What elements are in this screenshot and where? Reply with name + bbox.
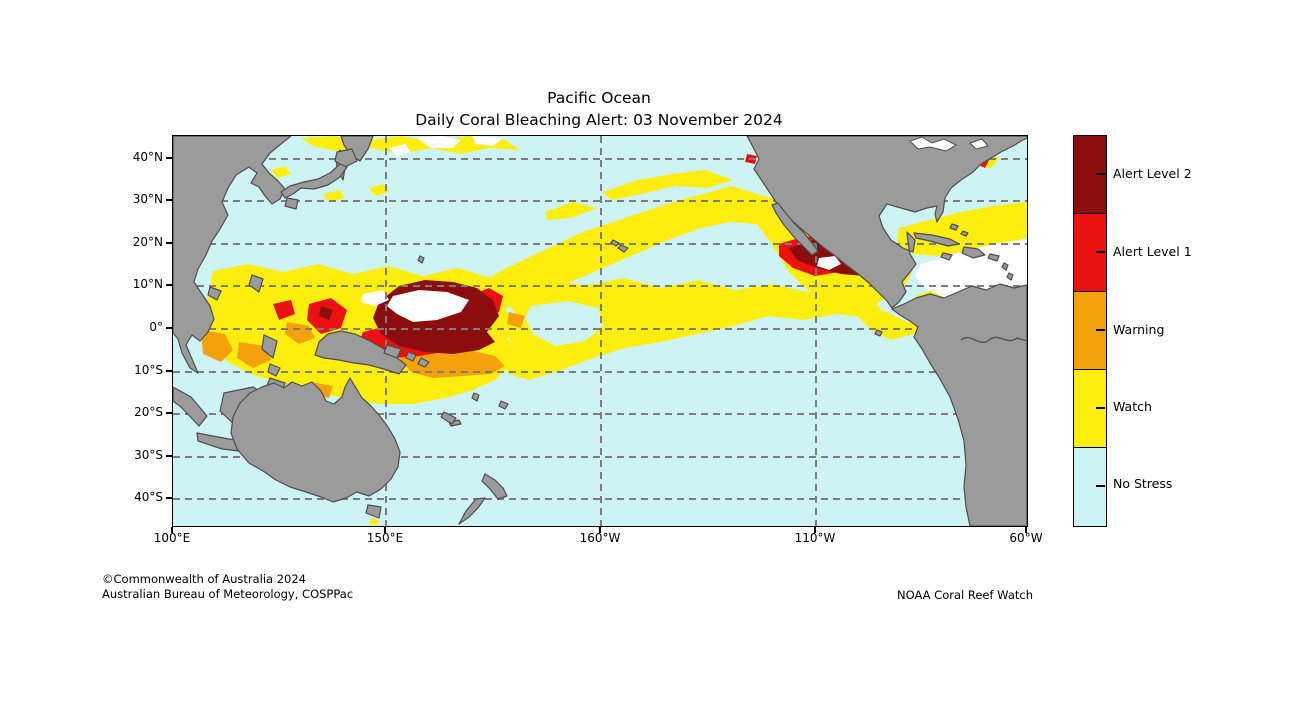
land-cuba: [913, 232, 960, 247]
land-north-america: [746, 136, 1027, 309]
land-new-guinea: [314, 330, 407, 375]
y-tickmark: [166, 157, 172, 159]
land-vanuatu: [471, 392, 480, 402]
y-tick-40n: 40°N: [132, 150, 163, 164]
colorbar-tick: [1096, 485, 1105, 487]
colorbar-segment-alert2: [1074, 136, 1106, 214]
land-hokkaido: [334, 148, 358, 168]
land-lesser-antilles: [1006, 272, 1014, 281]
legend-label-warning: Warning: [1113, 322, 1165, 337]
land-luzon: [261, 334, 278, 359]
legend-label-alert2: Alert Level 2: [1113, 166, 1192, 181]
y-tick-30n: 30°N: [132, 192, 163, 206]
x-tickmark: [384, 527, 386, 533]
y-tick-40s: 40°S: [134, 490, 163, 504]
x-tick-60w: 60°W: [1009, 531, 1043, 545]
land-marianas: [417, 255, 425, 264]
x-tick-110w: 110°W: [794, 531, 836, 545]
river-line: [960, 336, 1027, 343]
land-australia: [230, 377, 401, 503]
great-lakes: [909, 136, 958, 152]
land-solomons: [417, 357, 430, 368]
y-tick-30s: 30°S: [134, 448, 163, 462]
land-sumatra: [173, 386, 208, 427]
land-nz-north-island: [481, 473, 508, 500]
colorbar-tick: [1096, 407, 1105, 409]
alert-level-colorbar: [1073, 135, 1107, 527]
land-hainan: [207, 286, 222, 301]
colorbar-segment-no-stress: [1074, 448, 1106, 526]
x-tick-100e: 100°E: [153, 531, 191, 545]
land-bahamas: [960, 230, 969, 237]
lakes: [909, 136, 989, 152]
y-tick-10n: 10°N: [132, 277, 163, 291]
pacific-ocean-map: [173, 136, 1027, 526]
land-galapagos: [874, 329, 883, 337]
credit-commonwealth: ©Commonwealth of Australia 2024: [102, 572, 307, 586]
land-jamaica: [940, 252, 953, 261]
y-tickmark: [166, 412, 172, 414]
land-new-britain: [383, 344, 402, 359]
land-asia: [173, 136, 292, 374]
x-tick-160w: 160°W: [579, 531, 621, 545]
land-lesser-antilles: [1001, 262, 1009, 271]
y-tick-10s: 10°S: [134, 363, 163, 377]
land-solomons: [405, 351, 417, 362]
x-tickmark: [171, 527, 173, 533]
y-tickmark: [166, 284, 172, 286]
x-tickmark: [1025, 527, 1027, 533]
landmasses: [173, 136, 1027, 526]
land-kamchatka: [340, 136, 374, 162]
colorbar-segment-alert1: [1074, 214, 1106, 292]
y-tickmark: [166, 242, 172, 244]
legend-label-watch: Watch: [1113, 399, 1152, 414]
land-puerto-rico: [987, 253, 1000, 262]
land-hawaii: [617, 244, 629, 253]
y-tick-20s: 20°S: [134, 405, 163, 419]
land-nz-south-island: [458, 497, 486, 525]
land-south-america: [891, 283, 1027, 526]
y-tickmark: [166, 199, 172, 201]
y-tickmark: [166, 497, 172, 499]
map-plot-area: [172, 135, 1028, 527]
y-tickmark: [166, 455, 172, 457]
lake-st-lawrence: [969, 138, 989, 150]
land-baja-california: [771, 202, 819, 256]
land-fiji: [498, 400, 509, 410]
x-tickmark: [814, 527, 816, 533]
y-tick-20n: 20°N: [132, 235, 163, 249]
x-tick-150e: 150°E: [366, 531, 404, 545]
no-stress-gap: [525, 301, 603, 346]
colorbar-segment-watch: [1074, 370, 1106, 448]
map-subtitle: Daily Coral Bleaching Alert: 03 November…: [415, 111, 783, 129]
colorbar-tick: [1096, 173, 1105, 175]
map-title: Pacific Ocean: [547, 89, 651, 107]
y-tick-0: 0°: [149, 320, 163, 334]
land-hawaii: [610, 239, 620, 247]
colorbar-tick: [1096, 251, 1105, 253]
y-tickmark: [166, 370, 172, 372]
land-honshu: [280, 163, 348, 199]
land-taiwan: [248, 274, 264, 293]
x-tickmark: [599, 527, 601, 533]
legend-label-alert1: Alert Level 1: [1113, 244, 1192, 259]
credit-bom-cosppac: Australian Bureau of Meteorology, COSPPa…: [102, 587, 354, 601]
credit-noaa: NOAA Coral Reef Watch: [897, 588, 1033, 602]
land-tasmania: [365, 504, 382, 519]
land-visayas: [267, 363, 281, 377]
colorbar-segment-warning: [1074, 292, 1106, 370]
legend-label-no-stress: No Stress: [1113, 476, 1173, 491]
land-kyushu: [284, 197, 299, 210]
land-bahamas: [949, 223, 959, 231]
colorbar-tick: [1096, 329, 1105, 331]
y-tickmark: [166, 327, 172, 329]
land-new-caledonia: [440, 411, 457, 425]
land-hispaniola: [961, 246, 986, 259]
